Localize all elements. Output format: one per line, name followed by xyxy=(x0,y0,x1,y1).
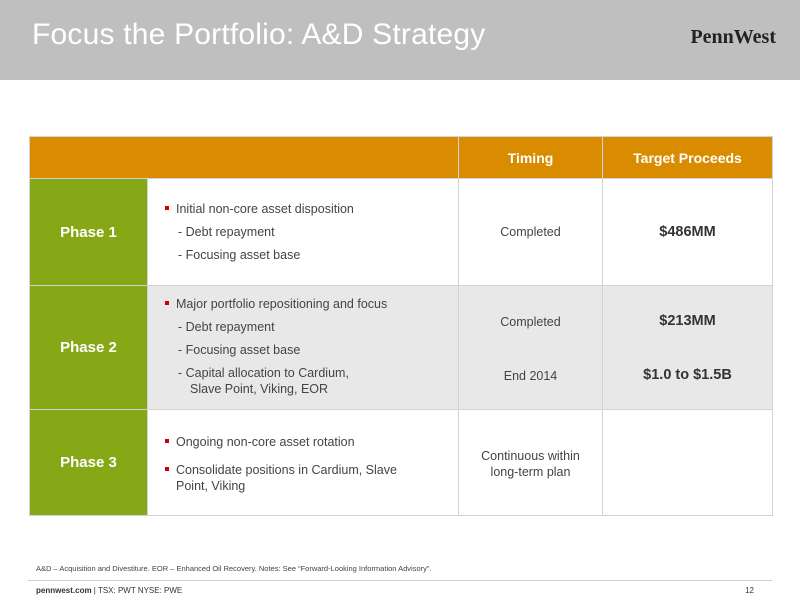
sub-item: - Capital allocation to Cardium, xyxy=(178,366,349,380)
proceeds-value: $1.0 to $1.5B xyxy=(643,366,732,383)
proceeds-value: $213MM xyxy=(659,312,716,329)
footer-site: pennwest.com xyxy=(36,586,92,595)
footer-divider xyxy=(28,580,772,581)
phase-description: Ongoing non-core asset rotation Consolid… xyxy=(147,409,459,516)
strategy-table: Timing Target Proceeds Phase 1 Initial n… xyxy=(29,136,773,516)
phase-label: Phase 2 xyxy=(29,285,148,410)
bullet-item: Ongoing non-core asset rotation xyxy=(164,434,444,450)
phase-description: Initial non-core asset disposition - Deb… xyxy=(147,178,459,286)
page-title: Focus the Portfolio: A&D Strategy xyxy=(32,18,486,51)
bullet-item: Major portfolio repositioning and focus xyxy=(164,296,444,312)
sub-item-continuation: Slave Point, Viking, EOR xyxy=(190,382,329,396)
timing-value: Completed xyxy=(500,314,561,329)
footnote: A&D – Acquisition and Divestiture. EOR –… xyxy=(36,564,432,573)
sub-item: - Focusing asset base xyxy=(178,343,301,357)
proceeds-cell xyxy=(602,409,773,516)
table-row: Phase 1 Initial non-core asset dispositi… xyxy=(29,178,773,286)
timing-value: End 2014 xyxy=(503,368,558,383)
header-blank-cell xyxy=(29,136,459,179)
footer: pennwest.com | TSX: PWT NYSE: PWE xyxy=(36,586,182,595)
proceeds-cell: $486MM xyxy=(602,178,773,286)
phase-label: Phase 1 xyxy=(29,178,148,286)
timing-cell: Completed End 2014 xyxy=(458,285,603,410)
footer-tickers: | TSX: PWT NYSE: PWE xyxy=(91,586,183,595)
timing-value: long-term plan xyxy=(490,465,571,479)
table-row: Phase 3 Ongoing non-core asset rotation … xyxy=(29,409,773,516)
phase-label: Phase 3 xyxy=(29,409,148,516)
title-bar: Focus the Portfolio: A&D Strategy PennWe… xyxy=(0,0,800,80)
pennwest-logo: PennWest xyxy=(690,26,776,48)
bullet-item: Initial non-core asset disposition xyxy=(164,201,444,217)
timing-cell: Completed xyxy=(458,178,603,286)
table-header-row: Timing Target Proceeds xyxy=(29,136,773,179)
sub-item: - Focusing asset base xyxy=(178,248,301,262)
sub-item: - Debt repayment xyxy=(178,320,275,334)
timing-cell: Continuous within long-term plan xyxy=(458,409,603,516)
header-timing: Timing xyxy=(458,136,603,179)
page-number: 12 xyxy=(745,586,754,595)
header-target-proceeds: Target Proceeds xyxy=(602,136,773,179)
proceeds-cell: $213MM $1.0 to $1.5B xyxy=(602,285,773,410)
phase-description: Major portfolio repositioning and focus … xyxy=(147,285,459,410)
timing-value: Continuous within xyxy=(481,449,580,463)
bullet-item: Consolidate positions in Cardium, Slave xyxy=(164,462,444,478)
sub-item: - Debt repayment xyxy=(178,225,275,239)
bullet-continuation: Point, Viking xyxy=(176,479,246,493)
table-row: Phase 2 Major portfolio repositioning an… xyxy=(29,285,773,410)
